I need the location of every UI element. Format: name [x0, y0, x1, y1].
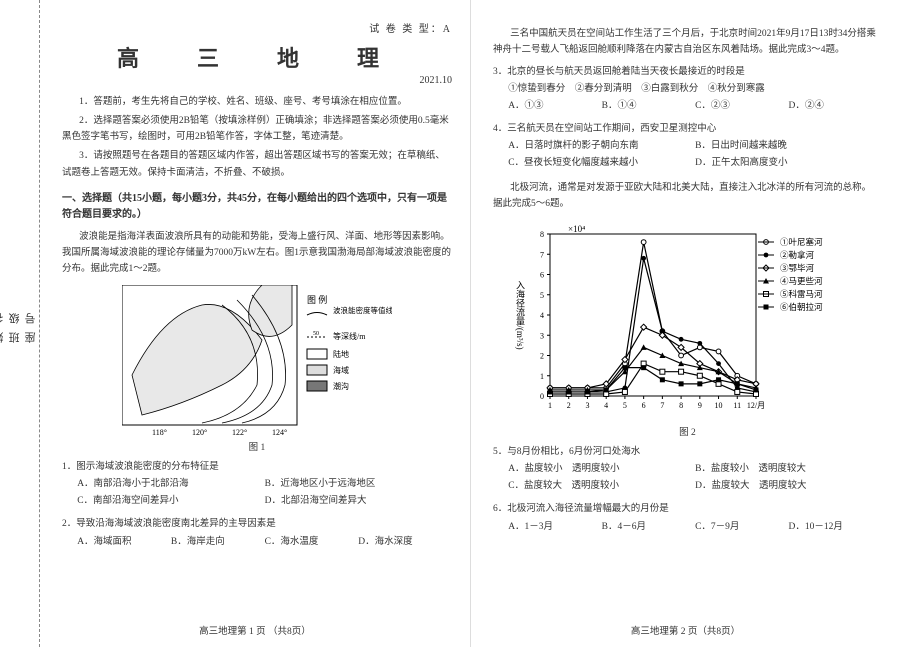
svg-text:6: 6	[641, 401, 645, 410]
svg-text:9: 9	[697, 401, 701, 410]
svg-text:10: 10	[714, 401, 722, 410]
svg-text:1: 1	[540, 372, 544, 381]
svg-text:11: 11	[733, 401, 741, 410]
instruction-3: 3．请按照题号在各题目的答题区域内作答，超出答题区域书写的答案无效；在草稿纸、试…	[62, 148, 452, 180]
figure-2-caption: 图 2	[493, 424, 882, 438]
q1-opt-a: A．南部沿海小于北部沿海	[77, 476, 264, 493]
side-class: 班级	[7, 305, 23, 343]
legend: 图 例 波浪能密度等值线/kW·m⁻¹ 50 等深线/m 陆地 海域 潮沟	[307, 294, 392, 391]
svg-text:6: 6	[540, 271, 544, 280]
paper-date: 2021.10	[62, 75, 452, 86]
svg-text:3: 3	[540, 331, 544, 340]
page-title: 高 三 地 理	[62, 41, 452, 73]
passage-3: 北极河流，通常是对发源于亚欧大陆和北美大陆，直接注入北冰洋的所有河流的总称。 据…	[493, 180, 882, 212]
svg-text:③鄂毕河: ③鄂毕河	[780, 263, 815, 273]
q1-opt-c: C．南部沿海空间差异小	[77, 493, 264, 510]
svg-text:入海径流量/(m³/s): 入海径流量/(m³/s)	[515, 280, 525, 349]
svg-text:海域: 海域	[333, 365, 349, 375]
svg-text:潮沟: 潮沟	[333, 381, 349, 391]
page-1: 试 卷 类 型：A 高 三 地 理 2021.10 1．答题前，考生先将自己的学…	[40, 0, 470, 647]
svg-text:⑥伯朝拉河: ⑥伯朝拉河	[780, 302, 823, 312]
q3-opt-c: C．②③	[695, 98, 788, 115]
q2-opt-a: A．海域面积	[77, 534, 171, 551]
question-3: 3．北京的昼长与航天员返回舱着陆当天夜长最接近的时段是	[493, 64, 882, 81]
chart-svg: 012345678123456789101112/月入海径流量/(m³/s)×1…	[508, 220, 868, 420]
svg-text:3: 3	[585, 401, 589, 410]
q6-opt-c: C．7－9月	[695, 519, 788, 536]
q6-opt-a: A．1－3月	[508, 519, 601, 536]
instruction-2: 2．选择题答案必须使用2B铅笔（按填涂样例）正确填涂；非选择题答案必须使用0.5…	[62, 113, 452, 145]
svg-text:1: 1	[548, 401, 552, 410]
svg-text:118°: 118°	[152, 428, 167, 435]
q6-opt-d: D．10－12月	[789, 519, 882, 536]
q2-opt-b: B．海岸走向	[171, 534, 265, 551]
question-4: 4．三名航天员在空间站工作期间，西安卫星测控中心	[493, 121, 882, 138]
svg-text:12/月: 12/月	[746, 401, 764, 410]
figure-2: 012345678123456789101112/月入海径流量/(m³/s)×1…	[493, 220, 882, 420]
q1-opt-d: D．北部沿海空间差异大	[265, 493, 452, 510]
svg-text:图 例: 图 例	[307, 294, 327, 305]
svg-text:8: 8	[679, 401, 683, 410]
q4-opt-c: C．昼夜长短变化幅度越来越小	[508, 155, 695, 172]
side-name: 姓名	[0, 305, 7, 343]
question-5: 5．与8月份相比，6月份河口处海水	[493, 444, 882, 461]
svg-text:8: 8	[540, 230, 544, 239]
q2-opt-c: C．海水温度	[265, 534, 359, 551]
svg-text:波浪能密度等值线/kW·m⁻¹: 波浪能密度等值线/kW·m⁻¹	[333, 305, 392, 315]
q3-opt-a: A．①③	[508, 98, 601, 115]
svg-text:4: 4	[540, 311, 544, 320]
svg-text:7: 7	[540, 250, 544, 259]
footer-2: 高三地理第 2 页（共8页）	[471, 623, 900, 637]
paper-type: 试 卷 类 型：A	[62, 20, 452, 35]
map-svg: 34 32 30 28 26 118° 120° 122° 124° 图 例 波…	[122, 285, 392, 435]
svg-text:50: 50	[313, 331, 319, 337]
q3-opt-b: B．①④	[602, 98, 695, 115]
svg-text:7: 7	[660, 401, 664, 410]
footer-1: 高三地理第 1 页 （共8页）	[40, 623, 470, 637]
binding-gutter: 座号 班级 姓名 学校	[0, 0, 40, 647]
svg-text:陆地: 陆地	[333, 349, 349, 359]
q4-opt-b: B．日出时间越来越晚	[695, 138, 882, 155]
instruction-1: 1．答题前，考生先将自己的学校、姓名、班级、座号、考号填涂在相应位置。	[62, 94, 452, 110]
svg-text:等深线/m: 等深线/m	[333, 331, 366, 341]
q5-opt-c: C．盐度较大 透明度较小	[508, 478, 695, 495]
q1-opt-b: B．近海地区小于远海地区	[265, 476, 452, 493]
q4-opt-d: D．正午太阳高度变小	[695, 155, 882, 172]
q5-opt-d: D．盐度较大 透明度较大	[695, 478, 882, 495]
q3-row: ①惊蛰到春分 ②春分到清明 ③白露到秋分 ④秋分到寒露	[493, 81, 882, 97]
svg-text:2: 2	[566, 401, 570, 410]
page-2: 三名中国航天员在空间站工作生活了三个月后，于北京时间2021年9月17日13时3…	[470, 0, 900, 647]
section-1-title: 一、选择题（共15小题，每小题3分，共45分，在每小题给出的四个选项中，只有一项…	[62, 191, 452, 223]
q5-opt-b: B．盐度较小 透明度较大	[695, 461, 882, 478]
svg-text:×10⁴: ×10⁴	[568, 224, 585, 234]
q3-opt-d: D．②④	[789, 98, 882, 115]
svg-text:122°: 122°	[232, 428, 247, 435]
svg-text:②勒拿河: ②勒拿河	[780, 250, 815, 260]
figure-1: 34 32 30 28 26 118° 120° 122° 124° 图 例 波…	[62, 285, 452, 435]
q4-opt-a: A．日落时旗杆的影子朝向东南	[508, 138, 695, 155]
question-2: 2．导致沿海海域波浪能密度南北差异的主导因素是	[62, 516, 452, 533]
svg-text:124°: 124°	[272, 428, 287, 435]
svg-text:0: 0	[540, 392, 544, 401]
svg-text:120°: 120°	[192, 428, 207, 435]
side-seat: 座号	[23, 305, 39, 343]
q2-opt-d: D．海水深度	[358, 534, 452, 551]
figure-1-caption: 图 1	[62, 439, 452, 453]
question-6: 6．北极河流入海径流量增幅最大的月份是	[493, 501, 882, 518]
passage-2: 三名中国航天员在空间站工作生活了三个月后，于北京时间2021年9月17日13时3…	[493, 26, 882, 58]
passage-1: 波浪能是指海洋表面波浪所具有的动能和势能，受海上盛行风、洋面、地形等因素影响。我…	[62, 229, 452, 277]
q6-opt-b: B．4－6月	[602, 519, 695, 536]
svg-text:5: 5	[622, 401, 626, 410]
svg-text:④马更些河: ④马更些河	[780, 276, 823, 286]
svg-text:⑤科雷马河: ⑤科雷马河	[780, 289, 823, 299]
question-1: 1．图示海域波浪能密度的分布特征是	[62, 459, 452, 476]
svg-text:①叶尼塞河: ①叶尼塞河	[780, 237, 823, 247]
svg-text:2: 2	[540, 352, 544, 361]
svg-text:4: 4	[604, 401, 608, 410]
svg-text:5: 5	[540, 291, 544, 300]
q5-opt-a: A．盐度较小 透明度较小	[508, 461, 695, 478]
